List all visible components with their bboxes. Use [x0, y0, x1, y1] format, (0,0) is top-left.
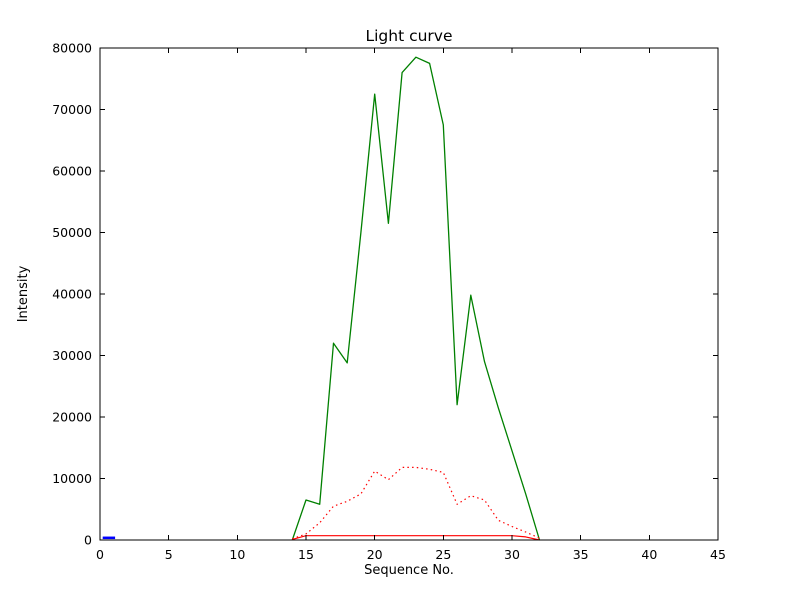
x-tick-label: 20	[367, 547, 383, 562]
x-tick-label: 40	[641, 547, 657, 562]
y-tick-label: 40000	[52, 287, 92, 302]
chart-title: Light curve	[365, 27, 452, 45]
x-tick-label: 5	[165, 547, 173, 562]
y-tick-label: 80000	[52, 41, 92, 56]
y-axis-label: Intensity	[16, 265, 31, 322]
x-tick-label: 10	[229, 547, 245, 562]
green-solid-line	[291, 56, 541, 541]
y-tick-label: 50000	[52, 225, 92, 240]
x-tick-label: 30	[504, 547, 520, 562]
red-dotted-line	[292, 466, 540, 540]
y-tick-label: 0	[84, 533, 92, 548]
x-axis-label: Sequence No.	[364, 563, 454, 578]
y-tick-label: 60000	[52, 164, 92, 179]
y-tick-label: 30000	[52, 348, 92, 363]
red-solid-line	[292, 535, 540, 541]
x-tick-label: 15	[298, 547, 314, 562]
y-tick-label: 70000	[52, 102, 92, 117]
x-tick-label: 25	[435, 547, 451, 562]
x-tick-label: 45	[710, 547, 726, 562]
plot-border	[99, 47, 719, 541]
y-tick-label: 20000	[52, 410, 92, 425]
x-tick-label: 0	[96, 547, 104, 562]
x-tick-label: 35	[573, 547, 589, 562]
y-tick-label: 10000	[52, 471, 92, 486]
